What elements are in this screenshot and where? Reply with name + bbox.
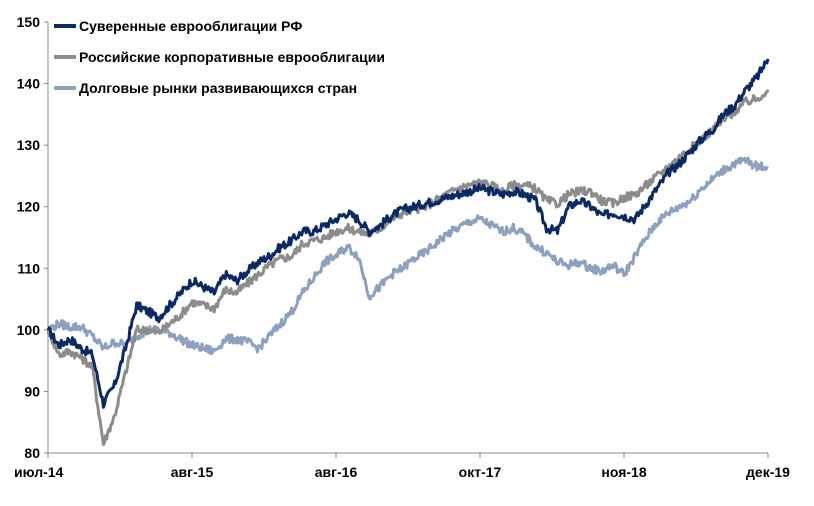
y-tick-label: 80 <box>24 445 40 461</box>
y-tick-label: 100 <box>17 322 41 338</box>
x-tick-label: июл-14 <box>14 464 64 480</box>
x-tick-label: дек-19 <box>746 464 790 480</box>
x-tick-label: окт-17 <box>459 464 502 480</box>
x-tick-label: авг-15 <box>171 464 214 480</box>
y-tick-label: 150 <box>17 14 41 30</box>
series-line-1 <box>46 58 770 409</box>
axes: 80 90 100 110 120 130 140 150 июл-14 авг-15 авг-16… <box>14 14 790 480</box>
y-tick-label: 130 <box>17 137 41 153</box>
series-line-3 <box>47 156 770 356</box>
legend: Суверенные еврооблигации РФ Российские ко… <box>54 18 385 96</box>
series-layer <box>46 58 770 447</box>
legend-label: Долговые рынки развивающихся стран <box>79 80 357 96</box>
legend-label: Российские корпоративные еврооблигации <box>79 49 385 65</box>
legend-label: Суверенные еврооблигации РФ <box>79 18 302 34</box>
y-tick-label: 90 <box>24 383 40 399</box>
y-tick-label: 120 <box>17 199 41 215</box>
x-tick-label: авг-16 <box>315 464 358 480</box>
y-tick-label: 110 <box>17 260 40 276</box>
y-tick-label: 140 <box>17 76 41 92</box>
x-tick-label: ноя-18 <box>601 464 646 480</box>
